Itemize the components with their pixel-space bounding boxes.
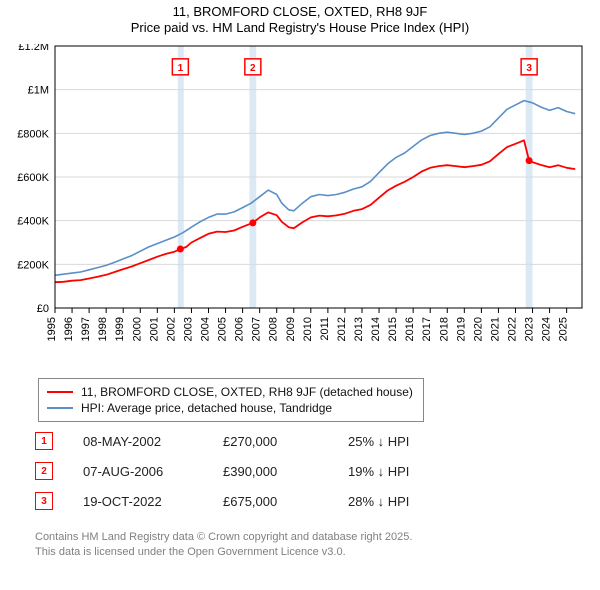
svg-text:2013: 2013	[353, 317, 365, 341]
svg-text:2006: 2006	[234, 317, 246, 341]
title-line-1: 11, BROMFORD CLOSE, OXTED, RH8 9JF	[0, 4, 600, 20]
sale-date: 07-AUG-2006	[83, 464, 223, 479]
sale-diff: 28% ↓ HPI	[348, 494, 478, 509]
svg-text:2016: 2016	[404, 317, 416, 341]
svg-text:£600K: £600K	[17, 172, 49, 184]
sales-table: 1 08-MAY-2002 £270,000 25% ↓ HPI 2 07-AU…	[35, 426, 478, 516]
svg-text:2010: 2010	[302, 317, 314, 341]
svg-text:2003: 2003	[182, 317, 194, 341]
svg-text:2025: 2025	[558, 317, 570, 341]
legend-label: HPI: Average price, detached house, Tand…	[81, 401, 332, 415]
legend-row: 11, BROMFORD CLOSE, OXTED, RH8 9JF (deta…	[47, 384, 413, 400]
sales-row: 2 07-AUG-2006 £390,000 19% ↓ HPI	[35, 456, 478, 486]
sales-row: 1 08-MAY-2002 £270,000 25% ↓ HPI	[35, 426, 478, 456]
legend-swatch	[47, 407, 73, 409]
sale-price: £675,000	[223, 494, 348, 509]
sale-diff: 19% ↓ HPI	[348, 464, 478, 479]
svg-text:2: 2	[250, 63, 256, 74]
legend-label: 11, BROMFORD CLOSE, OXTED, RH8 9JF (deta…	[81, 385, 413, 399]
svg-text:2017: 2017	[421, 317, 433, 341]
svg-text:£200K: £200K	[17, 259, 49, 271]
svg-text:2019: 2019	[455, 317, 467, 341]
svg-text:1: 1	[178, 63, 184, 74]
legend-row: HPI: Average price, detached house, Tand…	[47, 400, 413, 416]
svg-text:£800K: £800K	[17, 128, 49, 140]
chart-svg: £0 £200K £400K £600K £800K £1M £1.2M 1995 1996 19…	[10, 44, 590, 364]
svg-text:£1.2M: £1.2M	[18, 44, 49, 53]
svg-text:2008: 2008	[268, 317, 280, 341]
sale-date: 08-MAY-2002	[83, 434, 223, 449]
sale-marker-icon: 1	[35, 432, 53, 450]
attribution-footer: Contains HM Land Registry data © Crown c…	[35, 530, 412, 560]
svg-text:1997: 1997	[80, 317, 92, 341]
sale-date: 19-OCT-2022	[83, 494, 223, 509]
sale-price: £390,000	[223, 464, 348, 479]
svg-text:2021: 2021	[489, 317, 501, 341]
price-chart: £0 £200K £400K £600K £800K £1M £1.2M 1995 1996 19…	[10, 44, 590, 364]
svg-text:£1M: £1M	[28, 85, 49, 97]
footer-line-1: Contains HM Land Registry data © Crown c…	[35, 530, 412, 545]
svg-text:2014: 2014	[370, 317, 382, 341]
svg-text:2022: 2022	[506, 317, 518, 341]
svg-text:2002: 2002	[165, 317, 177, 341]
svg-text:2023: 2023	[524, 317, 536, 341]
svg-text:2000: 2000	[131, 317, 143, 341]
legend-swatch	[47, 391, 73, 393]
svg-text:2007: 2007	[251, 317, 263, 341]
svg-text:2020: 2020	[472, 317, 484, 341]
svg-text:£0: £0	[37, 303, 49, 315]
chart-title-block: 11, BROMFORD CLOSE, OXTED, RH8 9JF Price…	[0, 0, 600, 37]
svg-text:2015: 2015	[387, 317, 399, 341]
sale-price: £270,000	[223, 434, 348, 449]
svg-text:2001: 2001	[148, 317, 160, 341]
svg-text:2011: 2011	[319, 317, 331, 341]
svg-text:1995: 1995	[46, 317, 58, 341]
svg-text:2024: 2024	[541, 317, 553, 341]
svg-text:1996: 1996	[63, 317, 75, 341]
title-line-2: Price paid vs. HM Land Registry's House …	[0, 20, 600, 36]
svg-text:2005: 2005	[217, 317, 229, 341]
sale-diff: 25% ↓ HPI	[348, 434, 478, 449]
sales-row: 3 19-OCT-2022 £675,000 28% ↓ HPI	[35, 486, 478, 516]
legend-box: 11, BROMFORD CLOSE, OXTED, RH8 9JF (deta…	[38, 378, 424, 422]
svg-text:3: 3	[526, 63, 532, 74]
svg-text:£400K: £400K	[17, 216, 49, 228]
svg-text:2012: 2012	[336, 317, 348, 341]
footer-line-2: This data is licensed under the Open Gov…	[35, 545, 412, 560]
sale-marker-icon: 3	[35, 492, 53, 510]
sale-marker-icon: 2	[35, 462, 53, 480]
svg-text:2018: 2018	[438, 317, 450, 341]
svg-text:1999: 1999	[114, 317, 126, 341]
svg-text:2004: 2004	[199, 317, 211, 341]
svg-text:1998: 1998	[97, 317, 109, 341]
svg-text:2009: 2009	[285, 317, 297, 341]
